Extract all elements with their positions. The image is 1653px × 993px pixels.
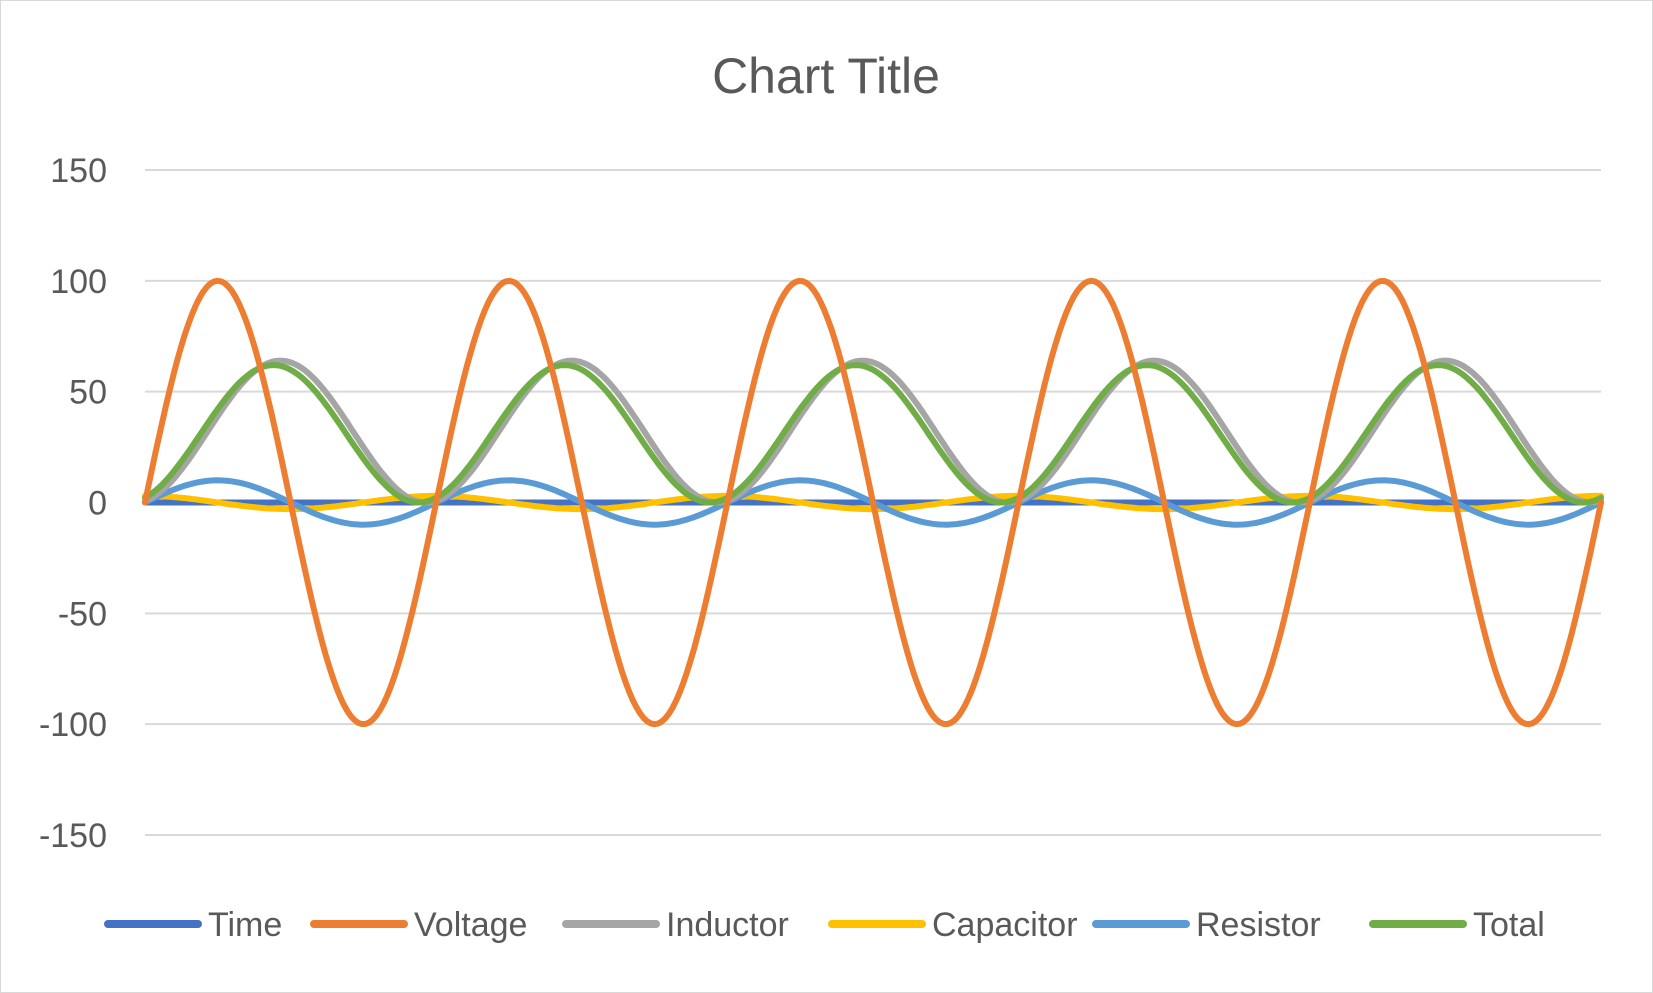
series-line-total [142,362,1604,506]
y-tick-label: 0 [88,485,107,523]
y-axis-tick-labels: 150 100 50 0 -50 -100 -150 [39,152,107,855]
chart-title: Chart Title [712,48,940,104]
legend-item-inductor: Inductor [562,906,789,944]
legend-label: Total [1473,906,1545,944]
legend-label: Voltage [414,906,527,944]
gridlines [145,169,1601,836]
y-tick-label: -50 [58,595,107,633]
series-line-voltage [142,277,1604,728]
legend-item-total: Total [1369,906,1545,944]
legend-label: Resistor [1196,906,1321,944]
y-tick-label: 150 [50,152,107,190]
legend-label: Inductor [666,906,789,944]
y-tick-label: -100 [39,706,107,744]
legend-item-resistor: Resistor [1092,906,1321,944]
series-line-inductor [142,357,1604,506]
legend-item-time: Time [104,906,282,944]
y-tick-label: 100 [50,263,107,301]
legend-item-voltage: Voltage [310,906,527,944]
legend-label: Time [208,906,282,944]
y-tick-label: -150 [39,817,107,855]
legend: Time Voltage Inductor Capacitor Resistor Tota… [104,906,1545,944]
series-lines [142,277,1604,728]
legend-label: Capacitor [932,906,1078,944]
y-tick-label: 50 [69,374,107,412]
legend-item-capacitor: Capacitor [828,906,1078,944]
